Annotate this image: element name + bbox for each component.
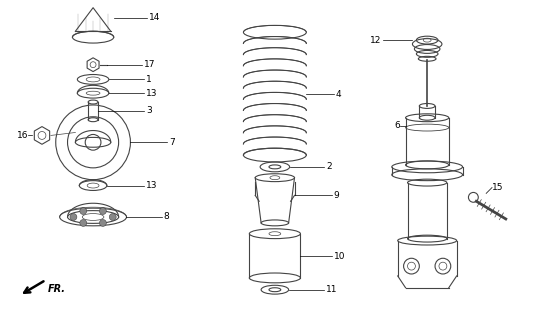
Text: FR.: FR. [48, 284, 66, 294]
Text: 1: 1 [146, 75, 152, 84]
Text: 3: 3 [146, 106, 152, 116]
Text: 6: 6 [394, 121, 400, 130]
Text: 8: 8 [164, 212, 170, 221]
Circle shape [70, 213, 77, 220]
Text: 11: 11 [326, 285, 338, 294]
Text: 2: 2 [326, 162, 332, 172]
Circle shape [80, 220, 87, 226]
Text: 14: 14 [149, 13, 160, 22]
Circle shape [109, 213, 116, 220]
Text: 13: 13 [146, 89, 158, 98]
Text: 9: 9 [334, 191, 340, 200]
Text: 7: 7 [169, 138, 174, 147]
Text: 10: 10 [334, 252, 345, 261]
Text: 16: 16 [17, 131, 28, 140]
Circle shape [80, 208, 87, 214]
Text: 4: 4 [336, 90, 341, 99]
Text: 17: 17 [144, 60, 156, 69]
Text: 15: 15 [492, 183, 503, 192]
Text: 13: 13 [146, 181, 158, 190]
Circle shape [100, 220, 106, 226]
Text: 12: 12 [370, 36, 381, 44]
Circle shape [100, 208, 106, 214]
